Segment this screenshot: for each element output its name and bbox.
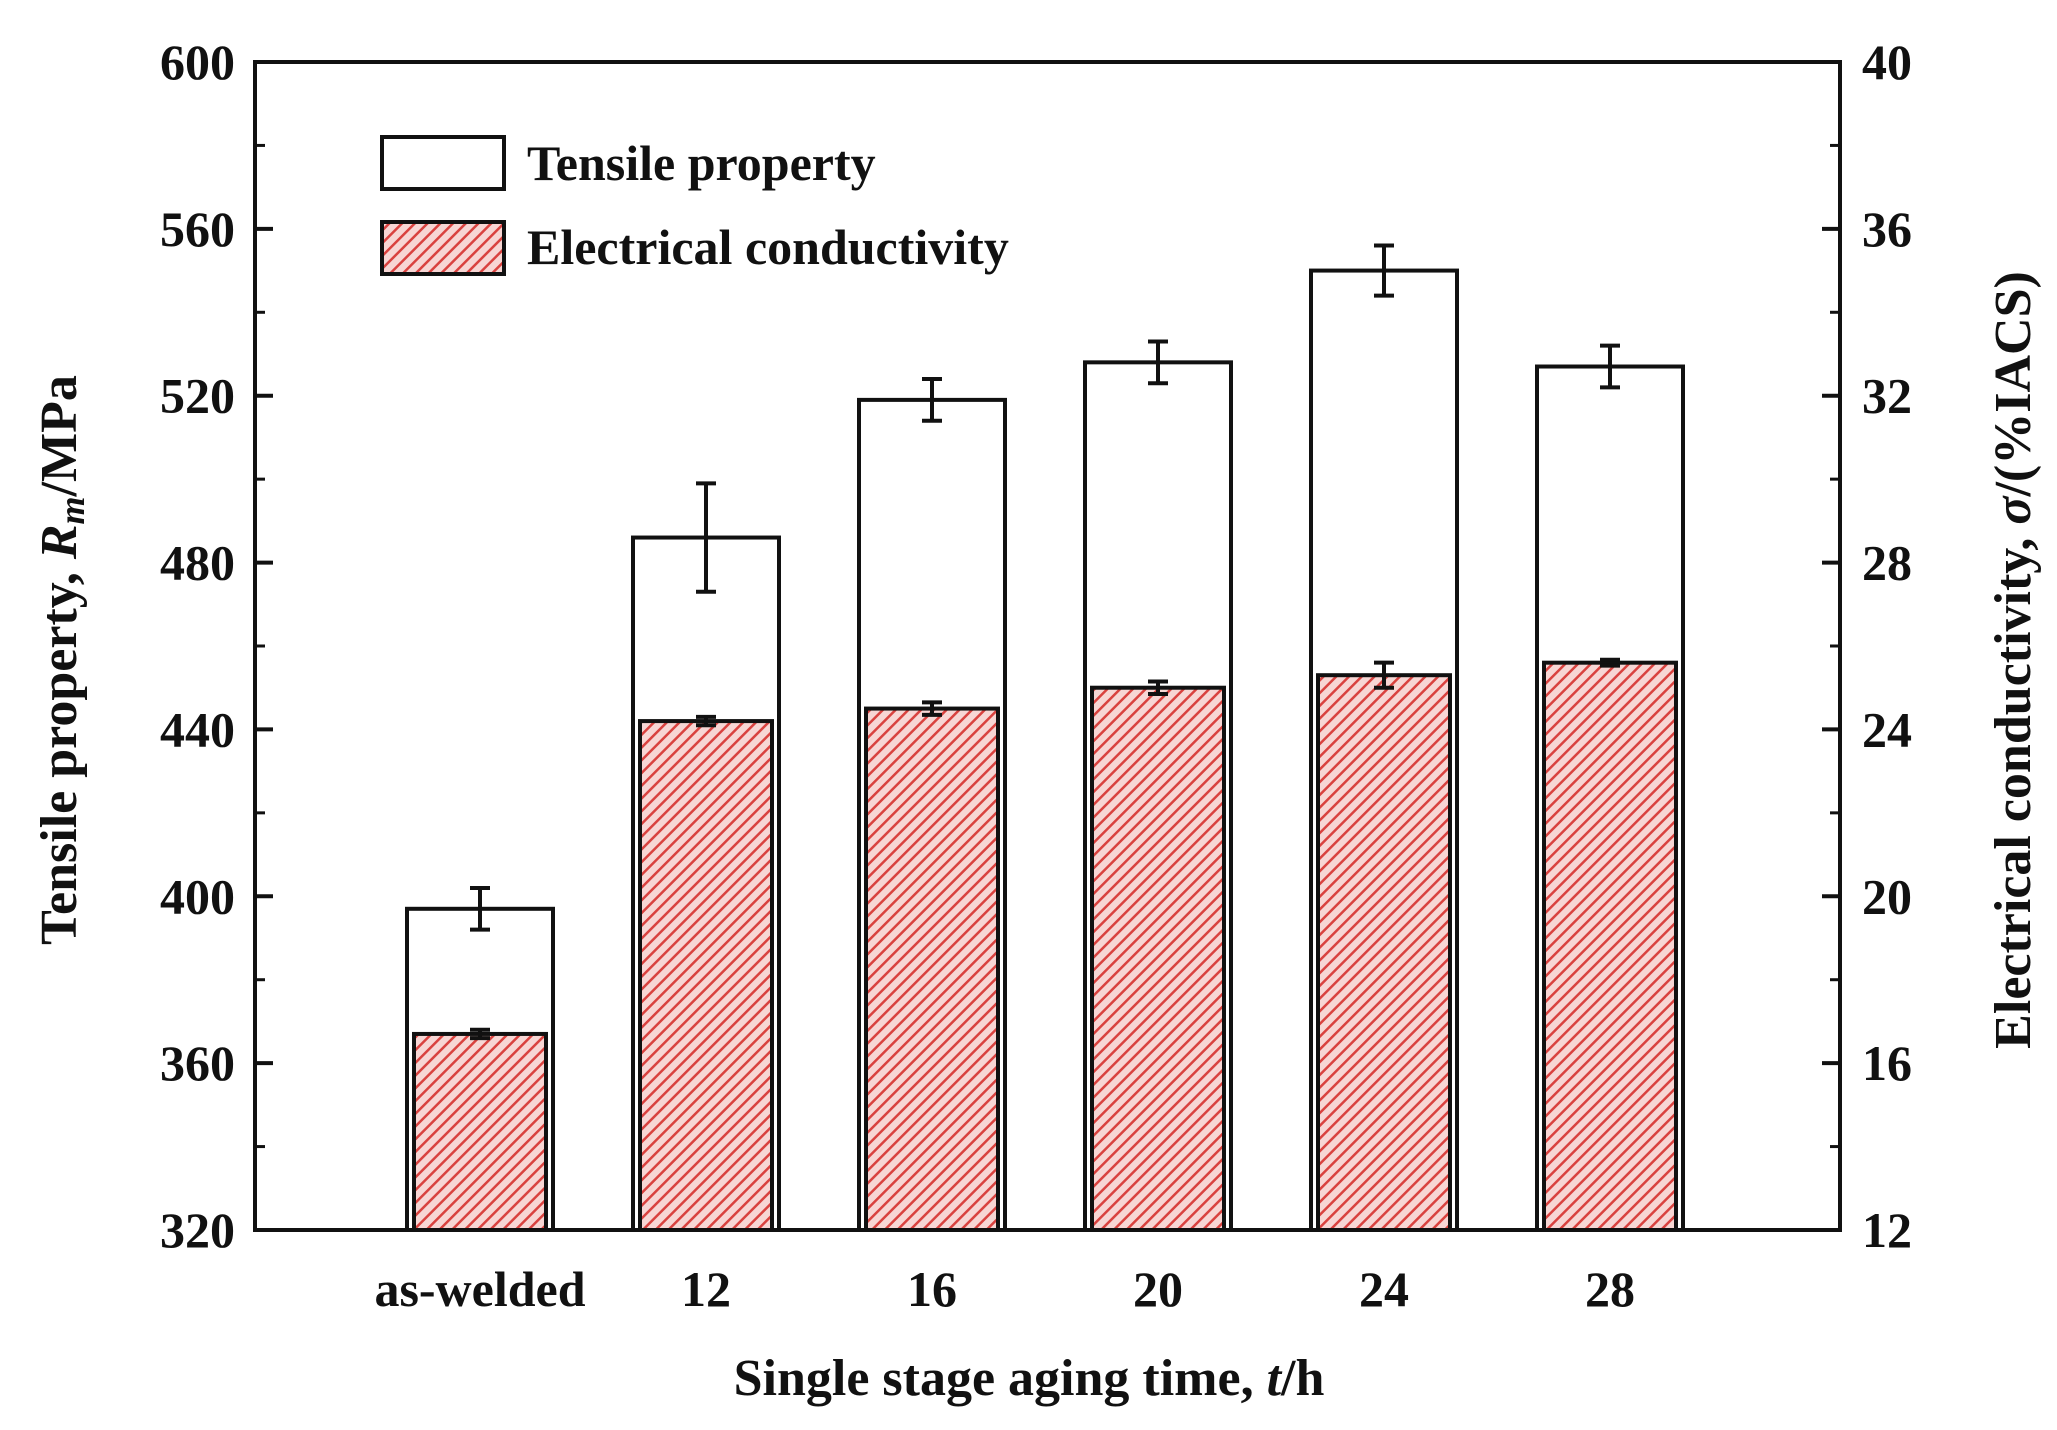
right-tick-label-3: 24 [1862,701,1912,757]
right-tick-label-2: 20 [1862,868,1912,924]
conductivity-bar-3 [1090,685,1226,1232]
legend-label-tensile: Tensile property [527,135,876,191]
conductivity-bar-0 [412,1031,548,1233]
legend-swatch-conductivity [380,220,506,276]
left-tick-label-4: 480 [160,535,235,591]
right-tick-label-0: 12 [1862,1202,1912,1258]
legend: Tensile property Electrical conductivity [380,135,1009,276]
legend-swatch-tensile [380,135,506,191]
x-axis-title: Single stage aging time, t/h [734,1350,1325,1407]
y-axis-right-title: Electrical conductivity, σ/(%IACS) [1985,271,2042,1049]
legend-label-conductivity: Electrical conductivity [527,219,1009,275]
conductivity-error-bar-1 [696,714,716,728]
conductivity-bar-2 [864,706,1000,1232]
tensile-error-bar-1 [696,481,716,594]
conductivity-error-bar-3 [1148,679,1168,696]
right-tick-label-7: 40 [1862,34,1912,90]
y-axis-left-title: Tensile property, Rm/MPa [31,375,92,945]
tensile-error-bar-2 [922,377,942,423]
x-tick-label-0: as-welded [374,1261,585,1317]
tensile-error-bar-3 [1148,339,1168,386]
conductivity-bar-4 [1316,673,1452,1232]
tensile-error-bar-4 [1374,243,1394,298]
x-axis-ticks: as-welded 12 16 20 24 28 [374,1261,1635,1317]
conductivity-bars [412,660,1678,1233]
error-bars [470,243,1620,1041]
right-tick-label-4: 28 [1862,535,1912,591]
x-tick-label-4: 24 [1359,1261,1409,1317]
tensile-bars [405,268,1685,1233]
conductivity-bar-1 [638,719,774,1232]
conductivity-error-bar-0 [470,1027,490,1041]
x-tick-label-3: 20 [1133,1261,1183,1317]
left-tick-label-5: 520 [160,368,235,424]
left-tick-label-2: 400 [160,868,235,924]
x-tick-label-2: 16 [907,1261,957,1317]
x-tick-label-5: 28 [1585,1261,1635,1317]
conductivity-bar-5 [1542,660,1678,1232]
conductivity-error-bar-5 [1600,657,1620,668]
tensile-error-bar-0 [470,885,490,932]
left-tick-label-7: 600 [160,34,235,90]
conductivity-error-bar-4 [1374,660,1394,690]
right-tick-label-6: 36 [1862,201,1912,257]
conductivity-error-bar-2 [922,700,942,717]
left-tick-label-3: 440 [160,701,235,757]
x-tick-label-1: 12 [681,1261,731,1317]
right-tick-label-5: 32 [1862,368,1912,424]
left-tick-label-1: 360 [160,1035,235,1091]
tensile-error-bar-5 [1600,343,1620,390]
left-tick-label-0: 320 [160,1202,235,1258]
right-axis-ticks: 12 16 20 24 28 32 36 40 [1822,34,1912,1258]
left-axis-ticks: 320 360 400 440 480 520 560 600 [160,34,273,1258]
right-tick-label-1: 16 [1862,1035,1912,1091]
left-tick-label-6: 560 [160,201,235,257]
